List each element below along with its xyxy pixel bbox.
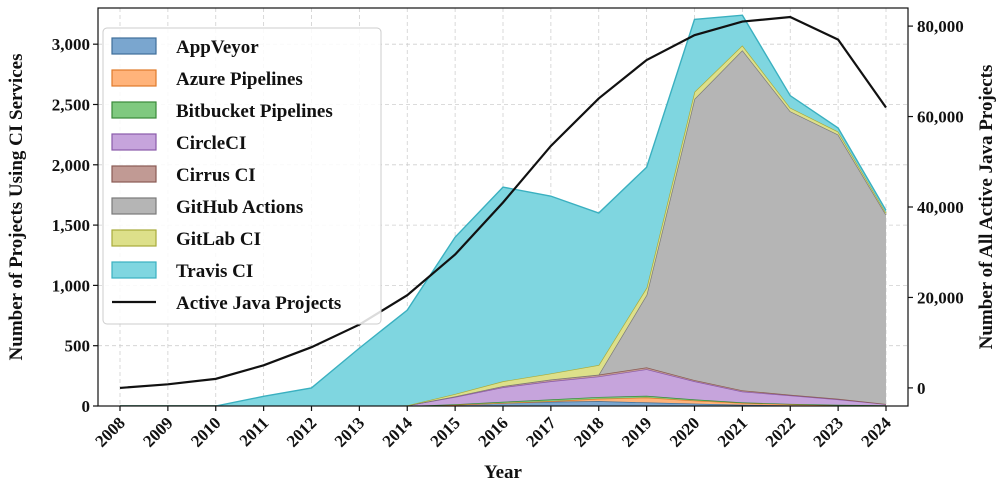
x-tick-label: 2008	[91, 413, 128, 450]
x-tick-label: 2021	[714, 413, 751, 450]
x-tick-label: 2019	[618, 413, 655, 450]
y-tick-label: 0	[82, 397, 91, 416]
legend-label: CircleCI	[176, 133, 246, 154]
legend-label: Travis CI	[176, 261, 253, 282]
x-axis-title: Year	[484, 462, 523, 483]
y-tick-label: 2,000	[52, 156, 90, 175]
legend: AppVeyor Azure Pipelines Bitbucket Pipelin…	[102, 27, 382, 325]
x-tick-label: 2022	[762, 413, 799, 450]
legend-swatch	[111, 165, 157, 183]
legend-swatch	[111, 37, 157, 55]
legend-swatch	[111, 229, 157, 247]
x-tick-label: 2010	[187, 413, 224, 450]
legend-label: Bitbucket Pipelines	[176, 101, 333, 122]
x-tick-label: 2023	[809, 413, 846, 450]
x-tick-label: 2013	[331, 413, 368, 450]
x-tick-label: 2009	[139, 413, 176, 450]
y-axis-title: Number of Projects Using CI Services	[6, 54, 27, 361]
x-tick-label: 2017	[522, 413, 560, 451]
legend-label: Active Java Projects	[176, 293, 341, 314]
legend-swatch	[111, 261, 157, 279]
y2-tick-label: 20,000	[917, 288, 964, 307]
y-tick-label: 3,000	[52, 35, 90, 54]
line-series	[119, 15, 887, 390]
legend-label: GitHub Actions	[176, 197, 303, 218]
legend-label: AppVeyor	[176, 37, 259, 58]
y-tick-label: 1,000	[52, 276, 90, 295]
legend-label: Azure Pipelines	[176, 69, 303, 90]
y-tick-label: 2,500	[52, 95, 90, 114]
y2-tick-label: 60,000	[917, 108, 964, 127]
legend-swatch	[111, 101, 157, 119]
area-series	[120, 14, 887, 406]
legend-label: Cirrus CI	[176, 165, 256, 186]
line-active-java-projects	[119, 15, 887, 390]
legend-swatch	[111, 69, 157, 87]
x-tick-label: 2018	[570, 413, 607, 450]
x-tick-label: 2011	[236, 413, 273, 450]
x-tick-label: 2014	[379, 413, 417, 451]
y2-tick-label: 40,000	[917, 198, 964, 217]
legend-label: GitLab CI	[176, 229, 261, 250]
legend-swatch	[111, 197, 157, 215]
x-tick-label: 2020	[666, 413, 703, 450]
legend-box	[102, 27, 382, 325]
y-tick-label: 1,500	[52, 216, 90, 235]
x-tick-label: 2016	[474, 413, 511, 450]
y2-tick-label: 0	[917, 379, 926, 398]
legend-swatch	[111, 133, 157, 151]
area-edge-travis-ci	[120, 14, 887, 406]
y-tick-label: 500	[65, 337, 91, 356]
area-travis-ci	[120, 15, 886, 406]
x-tick-label: 2015	[426, 413, 463, 450]
x-tick-label: 2012	[283, 413, 320, 450]
x-tick-label: 2024	[857, 413, 895, 451]
y2-axis-title: Number of All Active Java Projects	[976, 65, 997, 350]
area-github-actions	[120, 50, 886, 406]
y2-tick-label: 80,000	[917, 17, 964, 36]
